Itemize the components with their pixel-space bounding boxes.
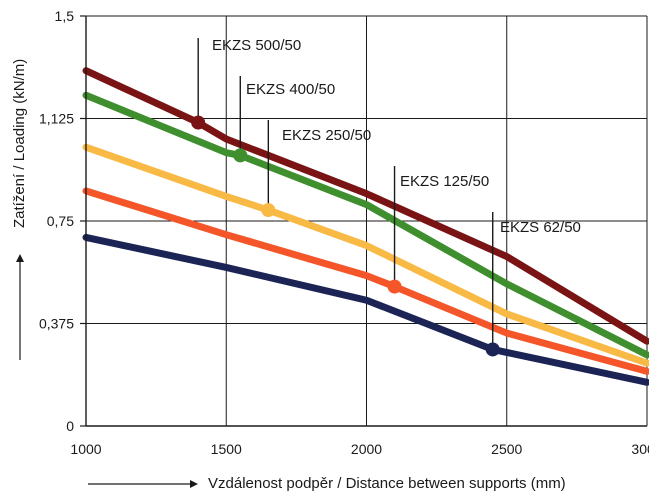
y-tick-label: 0,75 — [47, 213, 74, 229]
y-tick-label: 1,125 — [39, 111, 74, 127]
x-tick-label: 1000 — [70, 441, 101, 457]
y-tick-label: 0 — [66, 418, 74, 434]
y-tick-label: 0,375 — [39, 316, 74, 332]
y-axis-title-arrowhead — [16, 254, 24, 262]
series-label-layer: EKZS 500/50 EKZS 400/50 EKZS 250/50 EKZS 12… — [191, 37, 581, 357]
series-line — [82, 233, 649, 386]
series-marker — [261, 203, 276, 218]
y-axis-title: Zatížení / Loading (kN/m) — [11, 59, 28, 228]
series-marker — [485, 342, 500, 357]
series-marker — [233, 148, 248, 163]
y-tick-label: 1,5 — [55, 8, 75, 24]
series-line — [82, 187, 649, 375]
series-label: EKZS 125/50 — [400, 173, 489, 190]
series-label: EKZS 62/50 — [500, 219, 581, 236]
x-tick-label: 1500 — [211, 441, 242, 457]
series-marker — [191, 115, 206, 130]
series-line — [82, 91, 649, 359]
x-tick-label: 2000 — [351, 441, 382, 457]
series-label: EKZS 400/50 — [246, 81, 335, 98]
series-label: EKZS 500/50 — [212, 37, 301, 54]
series-label: EKZS 250/50 — [282, 127, 371, 144]
series-layer — [82, 67, 649, 386]
x-axis-title-arrowhead — [190, 480, 198, 488]
axes — [80, 15, 647, 427]
series-marker — [387, 279, 402, 294]
x-axis-title: Vzdálenost podpěr / Distance between sup… — [208, 475, 566, 492]
series-line — [82, 67, 649, 345]
series-line — [82, 143, 649, 367]
x-tick-label: 2500 — [491, 441, 522, 457]
